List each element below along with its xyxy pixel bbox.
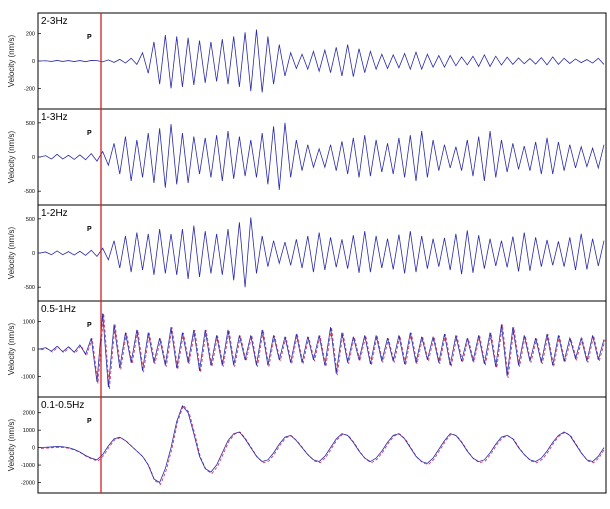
y-tick-label: -200: [24, 86, 35, 92]
waveform-overlay: [40, 404, 606, 485]
y-axis-label: Velocity (nm/s): [7, 418, 16, 471]
y-tick-label: 500: [26, 121, 35, 127]
y-tick-label: -2000: [21, 481, 35, 487]
band-label: 0.5-1Hz: [41, 304, 76, 315]
y-axis-label: Velocity (nm/s): [7, 34, 16, 87]
y-tick-label: 0: [32, 155, 35, 161]
y-tick-label: -500: [24, 285, 35, 291]
y-tick-label: 200: [26, 32, 35, 38]
band-label: 2-3Hz: [41, 16, 68, 27]
y-tick-label: 2000: [23, 411, 35, 417]
y-tick-label: 0: [32, 347, 35, 353]
y-tick-label: -500: [24, 189, 35, 195]
waveform-trace: [39, 217, 605, 288]
y-tick-label: -1000: [21, 463, 35, 469]
y-tick-label: 0: [32, 59, 35, 65]
waveform-trace: [39, 122, 605, 190]
y-tick-label: 1000: [23, 320, 35, 326]
y-axis-label: Velocity (nm/s): [7, 322, 16, 375]
y-tick-label: -1000: [21, 374, 35, 380]
y-axis-label: Velocity (nm/s): [7, 226, 16, 279]
band-label: 0.1-0.5Hz: [41, 400, 84, 411]
waveform-trace: [39, 404, 605, 484]
y-tick-label: 0: [32, 446, 35, 452]
y-tick-label: 0: [32, 251, 35, 257]
phase-label: P: [87, 322, 92, 329]
phase-label: P: [87, 226, 92, 233]
panel-frame: [37, 396, 607, 494]
y-tick-label: 500: [26, 217, 35, 223]
waveform-trace: [39, 29, 605, 93]
y-axis-label: Velocity (nm/s): [7, 130, 16, 183]
band-label: 1-2Hz: [41, 208, 68, 219]
phase-label: P: [87, 418, 92, 425]
phase-label: P: [87, 34, 92, 41]
waveform-overlay: [40, 313, 606, 390]
waveform-trace: [39, 313, 605, 388]
y-tick-label: 1000: [23, 428, 35, 434]
phase-label: P: [87, 130, 92, 137]
band-label: 1-3Hz: [41, 112, 68, 123]
